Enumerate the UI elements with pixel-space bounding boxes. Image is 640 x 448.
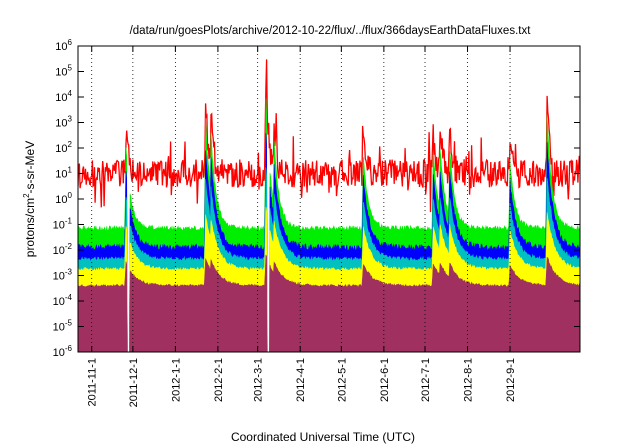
y-tick-label: 10-1 [53,217,73,232]
y-tick-label: 104 [55,89,72,104]
x-axis: 2011-11-1 2011-12-1 2012-1-1 2012-2-1 2012-3… [87,46,517,407]
x-tick-label: 2011-11-1 [87,358,99,407]
y-axis: 10-6 10-5 10-4 10-3 10-2 10-1 100 101 102 103 104 1… [53,38,580,359]
y-tick-label: 10-5 [53,319,73,334]
y-tick-label: 105 [55,64,72,79]
series-layer [78,59,580,352]
x-axis-label: Coordinated Universal Time (UTC) [231,430,415,444]
x-tick-label: 2012-2-1 [213,358,225,402]
y-tick-label: 101 [55,166,72,181]
y-tick-label: 106 [55,38,72,53]
y-tick-label: 10-6 [53,344,73,359]
series-area [78,254,580,352]
x-tick-label: 2012-4-1 [295,358,307,402]
x-tick-label: 2012-3-1 [253,358,265,402]
y-tick-label: 102 [55,140,72,155]
x-tick-label: 2012-7-1 [420,358,432,402]
x-tick-label: 2012-6-1 [379,358,391,402]
x-tick-label: 2012-1-1 [170,358,182,402]
y-tick-label: 10-3 [53,268,73,283]
y-axis-label: protons/cm2-s-sr-MeV [22,141,37,257]
y-tick-label: 103 [55,115,72,130]
x-tick-label: 2012-9-1 [505,358,517,402]
chart-title: /data/run/goesPlots/archive/2012-10-22/f… [130,25,532,37]
grid-layer [91,46,511,352]
series-line-red [78,59,580,213]
x-tick-label: 2012-5-1 [336,358,348,402]
y-tick-label: 100 [55,191,72,206]
y-tick-label: 10-4 [53,293,73,308]
x-tick-label: 2011-12-1 [128,358,140,407]
y-tick-label: 10-2 [53,242,73,257]
x-tick-label: 2012-8-1 [463,358,475,402]
